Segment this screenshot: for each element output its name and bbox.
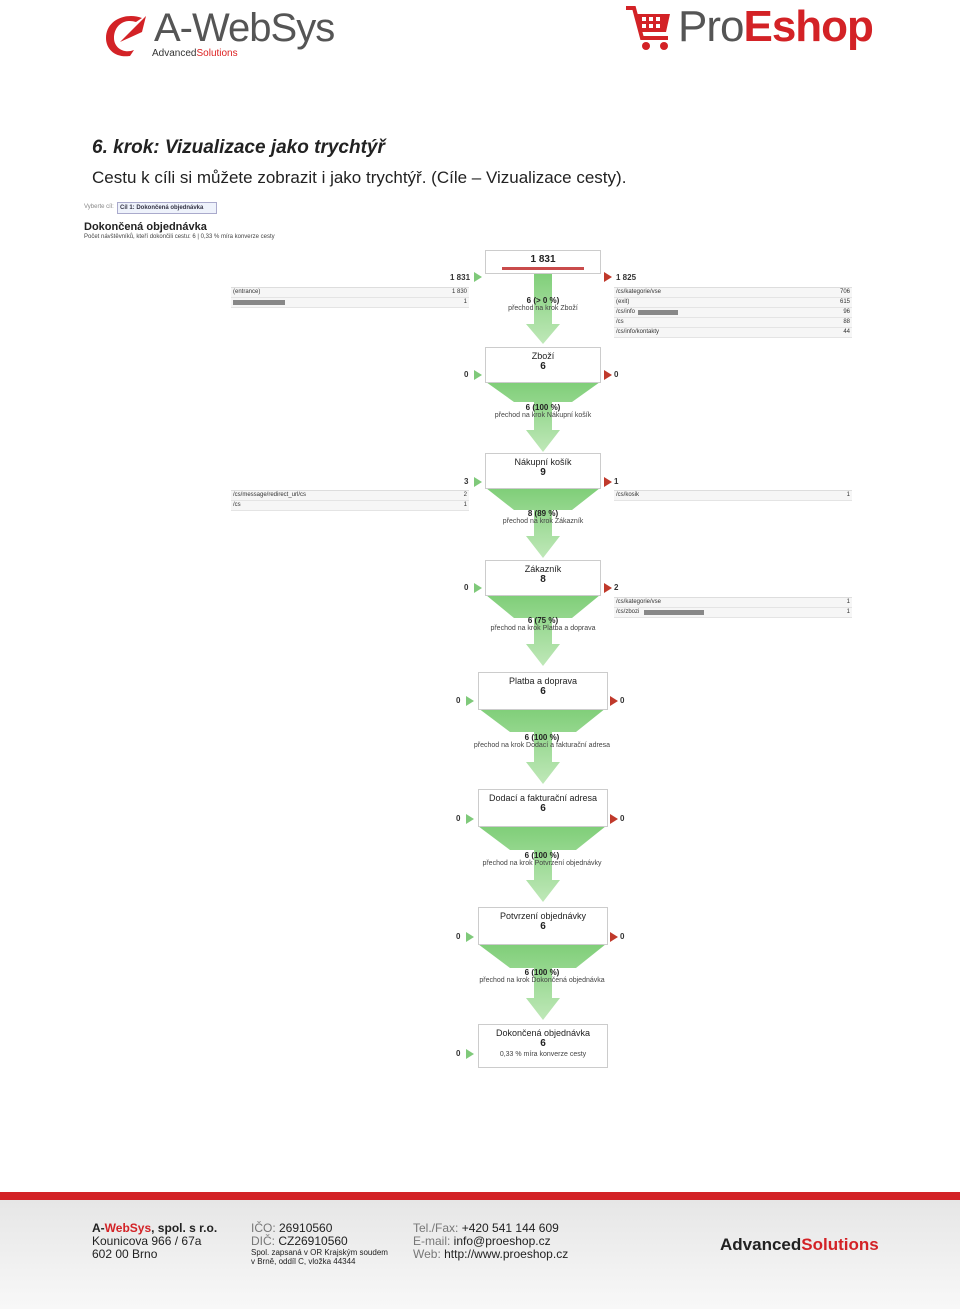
- step-out-count: 0: [620, 696, 625, 705]
- funnel-start-bar: [502, 267, 584, 270]
- customer-exit-table: /cs/kategorie/vse 1 /cs/zbozi 1: [614, 597, 852, 618]
- funnel-step-potvrzeni[interactable]: Potvrzení objednávky 6: [478, 907, 608, 945]
- conversion-rate: 0,33 % míra konverze cesty: [499, 1051, 587, 1058]
- cart-entrance-table: /cs/message/redirect_url/cs 2 /cs 1: [231, 490, 469, 511]
- step-out-count: 0: [614, 370, 619, 379]
- email-link[interactable]: info@proeshop.cz: [450, 1234, 551, 1248]
- funnel-step-zakaznik[interactable]: Zákazník 8: [485, 560, 601, 596]
- table-row: 1: [231, 298, 469, 308]
- exit-table: /cs/kategorie/vse 706 (exit) 615 /cs/info 9…: [614, 287, 852, 338]
- table-row: /cs 88: [614, 318, 852, 328]
- table-row: /cs 1: [231, 501, 469, 511]
- table-row: /cs/zbozi 1: [614, 608, 852, 618]
- logo-eshop: Eshop: [743, 2, 873, 51]
- exit-total: 1 825: [616, 273, 637, 282]
- footer-registration: IČO: 26910560 DIČ: CZ26910560 Spol. zaps…: [251, 1221, 388, 1267]
- step-transition: 6 (100 %) přechod na krok Dodací a faktur…: [473, 733, 611, 749]
- footer-divider: [0, 1192, 960, 1200]
- funnel-step-platba[interactable]: Platba a doprava 6: [478, 672, 608, 710]
- step-out-count: 0: [620, 932, 625, 941]
- funnel-step-adresa[interactable]: Dodací a fakturační adresa 6: [478, 789, 608, 827]
- step-transition: 6 (100 %) přechod na krok Dokončená objed…: [479, 968, 605, 984]
- table-row: /cs/kategorie/vse 706: [614, 288, 852, 298]
- step-in-count: 0: [456, 814, 461, 823]
- funnel-step-zbozi[interactable]: Zboží 6: [485, 347, 601, 383]
- step-transition: 6 (75 %) přechod na krok Platba a doprava: [490, 616, 596, 632]
- step-transition: 6 (100 %) přechod na krok Potvrzení objed…: [482, 851, 602, 867]
- funnel-start-box: 1 831: [485, 250, 601, 274]
- table-row: /cs/info 96: [614, 308, 852, 318]
- intro-text: Cestu k cíli si můžete zobrazit i jako t…: [92, 168, 627, 187]
- shopping-cart-icon: [626, 6, 670, 50]
- table-row: /cs/kategorie/vse 1: [614, 598, 852, 608]
- table-row: /cs/kosik 1: [614, 491, 852, 501]
- logo-pro: Pro: [678, 2, 744, 51]
- step-transition: 6 (100 %) přechod na krok Nákupní košík: [494, 403, 592, 419]
- proeshop-logo: ProEshop: [624, 2, 874, 56]
- table-row: /cs/info/kontakty 44: [614, 328, 852, 338]
- goal-subtitle: Počet návštěvníků, kteří dokončili cestu…: [84, 234, 275, 240]
- step-in-count: 3: [464, 477, 469, 486]
- logo-name-b: WebSys: [192, 6, 335, 50]
- first-transition: 6 (> 0 %) přechod na krok Zboží: [508, 296, 578, 312]
- cart-exit-table: /cs/kosik 1: [614, 490, 852, 501]
- logo-sub-b: Solutions: [196, 48, 238, 59]
- funnel-step-kosik[interactable]: Nákupní košík 9: [485, 453, 601, 489]
- goal-selector-label: Vyberte cíl:: [84, 204, 114, 210]
- step-in-count: 0: [456, 932, 461, 941]
- funnel-graphic: [466, 272, 618, 1059]
- footer: [0, 1200, 960, 1309]
- step-in-count: 0: [456, 1049, 461, 1058]
- entrance-total: 1 831: [450, 273, 471, 282]
- table-row: /cs/message/redirect_url/cs 2: [231, 491, 469, 501]
- table-row: (entrance) 1 830: [231, 288, 469, 298]
- step-in-count: 0: [464, 583, 469, 592]
- logo-sub-a: Advanced: [152, 48, 197, 59]
- goal-selector[interactable]: Cíl 1: Dokončená objednávka: [117, 202, 217, 214]
- logo-name-a: A-: [154, 6, 193, 50]
- step-in-count: 0: [456, 696, 461, 705]
- step-out-count: 2: [614, 583, 619, 592]
- awebsys-logo: A-WebSys AdvancedSolutions: [100, 6, 350, 64]
- web-link[interactable]: http://www.proeshop.cz: [440, 1247, 569, 1261]
- step-out-count: 1: [614, 477, 619, 486]
- footer-contact: Tel./Fax: +420 541 144 609 E-mail: info@…: [413, 1221, 569, 1261]
- awebsys-swoosh-icon: [106, 16, 146, 57]
- footer-brand: AdvancedSolutions: [720, 1235, 879, 1254]
- funnel-start-value: 1 831: [530, 254, 556, 265]
- step-out-count: 0: [620, 814, 625, 823]
- table-row: (exit) 615: [614, 298, 852, 308]
- step-transition: 8 (89 %) přechod na krok Zákazník: [502, 509, 584, 525]
- entrance-table: (entrance) 1 830 1: [231, 287, 469, 308]
- page-heading: 6. krok: Vizualizace jako trychtýř: [92, 137, 385, 158]
- funnel-step-dokoncena[interactable]: Dokončená objednávka 6 0,33 % míra konve…: [478, 1024, 608, 1068]
- footer-address: A-WebSys, spol. s r.o. Kounicova 966 / 6…: [92, 1221, 218, 1261]
- step-in-count: 0: [464, 370, 469, 379]
- goal-title: Dokončená objednávka: [84, 221, 207, 233]
